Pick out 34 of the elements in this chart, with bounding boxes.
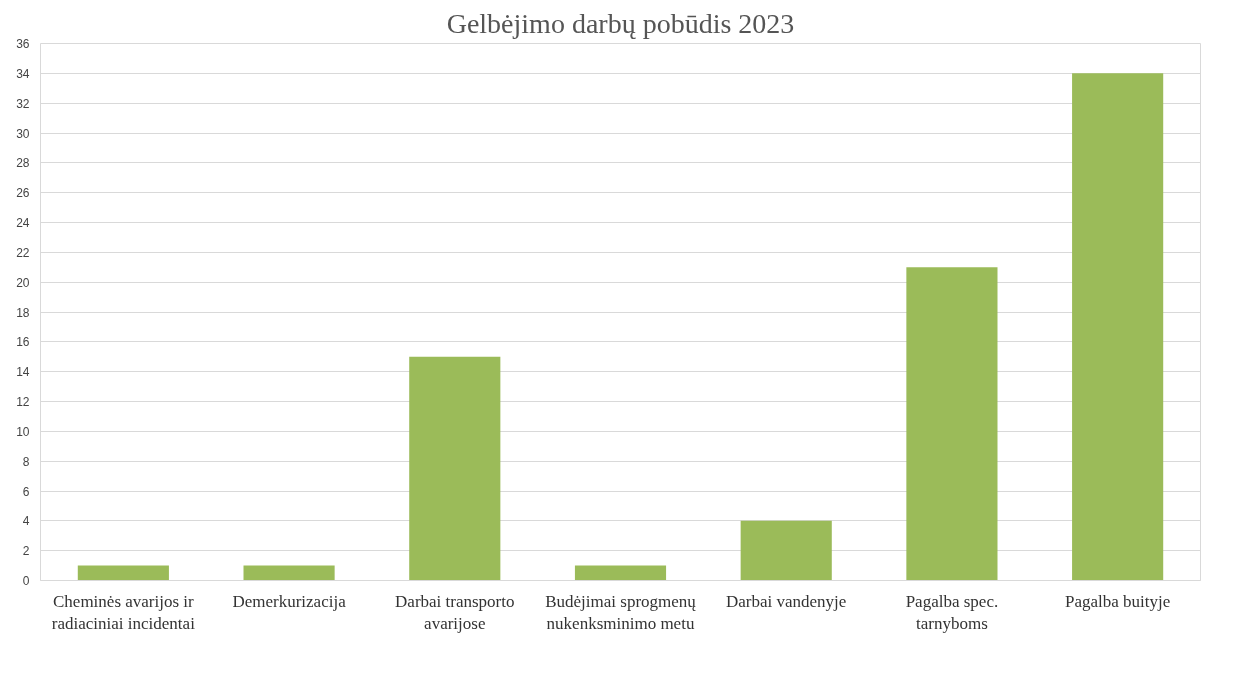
y-tick-label: 22 [16,245,30,260]
y-tick-label: 26 [16,186,30,201]
y-tick-label: 12 [16,395,30,409]
bar [243,565,335,581]
x-tick-label: Darbai transporto avarijose [395,591,515,634]
bar [1072,73,1164,581]
y-tick-label: 0 [22,574,30,588]
bar [906,267,998,581]
y-tick-label: 32 [16,96,30,111]
y-tick-label: 18 [16,305,30,320]
x-tick-label: Pagalba buityje [1065,591,1171,611]
y-tick-label: 28 [16,156,30,171]
bar [77,565,169,581]
y-tick-label: 20 [16,275,30,290]
y-tick-label: 2 [22,544,30,559]
y-tick-label: 6 [22,484,30,499]
bar [740,520,832,581]
y-tick-label: 4 [22,514,30,529]
bar [409,356,501,581]
y-tick-label: 36 [16,37,30,51]
y-tick-label: 14 [16,365,30,380]
y-tick-label: 10 [16,424,30,439]
y-tick-label: 16 [16,335,30,350]
y-tick-label: 8 [22,454,30,469]
y-tick-label: 30 [16,126,30,141]
chart-title: Gelbėjimo darbų pobūdis 2023 [446,7,795,39]
x-tick-label: Demerkurizacija [232,591,347,611]
x-tick-label: Pagalba spec. tarnyboms [905,591,999,634]
x-tick-label: Budėjimai sprogmenų nukenksminimo metu [545,591,697,634]
x-tick-label: Darbai vandenyje [726,591,847,611]
y-tick-label: 24 [16,216,30,230]
y-tick-label: 34 [16,66,30,81]
bar [574,565,667,581]
x-tick-label: Cheminės avarijos ir radiaciniai incidentai [51,591,196,634]
